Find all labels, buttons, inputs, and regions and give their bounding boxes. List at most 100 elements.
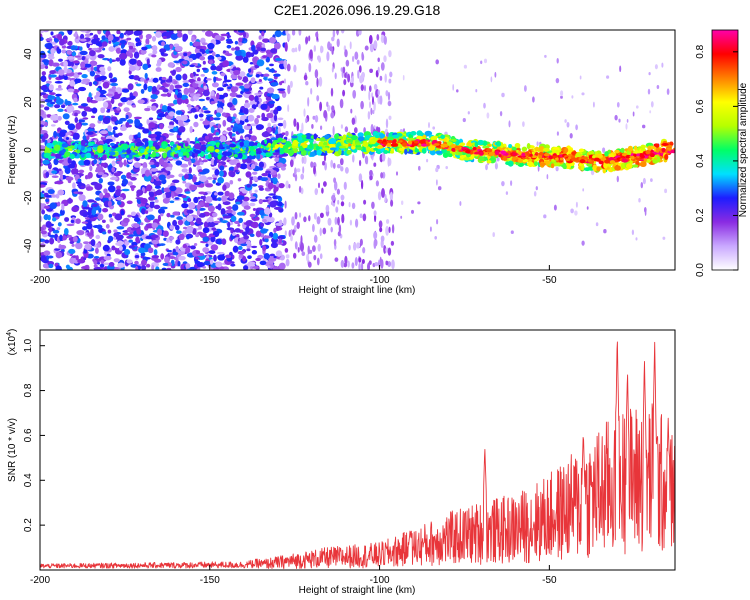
spectrogram-cell <box>94 183 103 191</box>
spectrogram-cell <box>214 192 218 196</box>
spectrogram-cell <box>126 164 130 168</box>
spectrogram-cell <box>165 166 173 171</box>
spectrogram-cell <box>215 54 221 58</box>
spectrogram-cell <box>113 258 120 263</box>
spectrogram-cell <box>135 236 140 243</box>
spectrogram-cell <box>150 105 157 111</box>
spectrogram-cell <box>151 255 160 259</box>
spectrogram-cell <box>178 52 184 57</box>
spectrogram-cell <box>174 45 183 52</box>
spectrogram-cell <box>435 150 443 155</box>
spectrogram-cell <box>148 117 154 121</box>
spectrogram-cell <box>47 255 54 259</box>
spectrogram-cell <box>566 121 570 128</box>
spectrogram-cell <box>116 226 125 230</box>
spectrogram-cell <box>64 100 72 106</box>
spectrogram-cell <box>203 85 208 90</box>
spectrogram-cell <box>289 159 294 168</box>
spectrogram-cell <box>340 201 345 207</box>
spectrogram-cell <box>502 157 508 161</box>
spectrogram-cell <box>313 234 318 243</box>
spectrogram-cell <box>234 228 241 233</box>
spectrogram-cell <box>161 267 167 270</box>
spectrogram-cell <box>472 146 477 151</box>
spectrogram-cell <box>614 114 618 121</box>
spectrogram-cell <box>49 101 56 105</box>
spectrogram-cell <box>635 105 639 109</box>
spectrogram-cell <box>614 165 621 171</box>
spectrogram-cell <box>249 146 255 151</box>
spectrogram-cell <box>355 146 363 151</box>
spectrogram-cell <box>490 76 493 83</box>
spectrogram-cell <box>90 65 94 72</box>
spectrogram-cell <box>429 150 436 156</box>
spectrogram-cell <box>128 65 136 72</box>
spectrogram-cell <box>486 112 490 119</box>
spectrogram-cell <box>243 107 249 115</box>
spectrogram-cell <box>107 200 112 208</box>
spectrogram-cell <box>180 163 189 168</box>
spectrogram-cell <box>347 73 351 83</box>
spectrogram-cell <box>81 122 89 126</box>
spectrogram-cell <box>275 225 281 231</box>
spectrogram-cell <box>52 229 60 234</box>
spectrogram-cell <box>373 162 377 167</box>
spectrogram-cell <box>93 264 98 268</box>
spectrogram-cell <box>128 239 133 243</box>
spectrogram-cell <box>202 159 208 163</box>
spectrogram-cell <box>62 113 70 120</box>
spectrogram-cell <box>413 140 419 144</box>
spectrogram-cell <box>237 250 245 255</box>
spectrogram-cell <box>373 231 378 240</box>
spectrogram-cell <box>216 251 225 255</box>
spectrogram-cell <box>319 227 322 237</box>
spectrogram-cell <box>77 72 83 75</box>
spectrogram-cell <box>661 62 664 68</box>
spectrogram-cell <box>41 84 48 91</box>
spectrogram-cell <box>161 41 166 46</box>
spectrogram-cell <box>428 121 430 129</box>
spectrogram-cell <box>171 191 175 199</box>
spectrogram-cell <box>153 179 162 187</box>
spectrogram-cell <box>89 32 94 36</box>
spectrogram-cell <box>226 40 234 44</box>
spectrogram-cell <box>336 188 341 195</box>
spectrogram-cell <box>368 90 371 101</box>
spectrogram-cell <box>345 59 350 67</box>
spectrogram-cell <box>193 242 198 247</box>
spectrogram-cell <box>223 83 229 87</box>
spectrogram-cell <box>237 224 241 227</box>
spectrogram-cell <box>200 195 205 200</box>
spectrogram-cell <box>575 124 578 131</box>
spectrogram-cell <box>342 89 346 97</box>
spectrogram-cell <box>303 108 306 117</box>
spectrogram-cell <box>40 163 43 167</box>
spectrogram-cell <box>512 152 518 156</box>
spectrogram-cell <box>322 227 327 235</box>
spectrogram-cell <box>213 158 218 166</box>
spectrogram-cell <box>427 145 436 151</box>
spectrogram-cell <box>280 166 286 171</box>
spectrogram-cell <box>361 261 364 270</box>
spectrogram-cell <box>510 230 514 234</box>
spectrogram-cell <box>114 213 123 221</box>
spectrogram-cell <box>555 77 560 84</box>
spectrogram-cell <box>305 81 309 86</box>
spectrogram-cell <box>150 133 157 138</box>
spectrogram-cell <box>285 130 289 137</box>
spectrogram-cell <box>99 75 107 81</box>
spectrogram-cell <box>344 72 347 79</box>
spectrogram-cell <box>582 188 585 192</box>
spectrogram-cell <box>511 146 517 151</box>
spectrogram-cell <box>312 115 316 120</box>
spectrogram-cell <box>372 109 375 115</box>
spectrogram-cell <box>187 30 193 35</box>
spectrogram-cell <box>361 71 365 79</box>
spectrogram-cell <box>110 82 119 87</box>
spectrogram-cell <box>296 221 300 230</box>
spectrogram-cell <box>249 233 255 237</box>
spectrogram-cell <box>417 201 421 205</box>
spectrogram-cell <box>110 97 115 105</box>
spectrogram-cell <box>273 255 277 259</box>
spectrogram-cell <box>175 110 183 115</box>
